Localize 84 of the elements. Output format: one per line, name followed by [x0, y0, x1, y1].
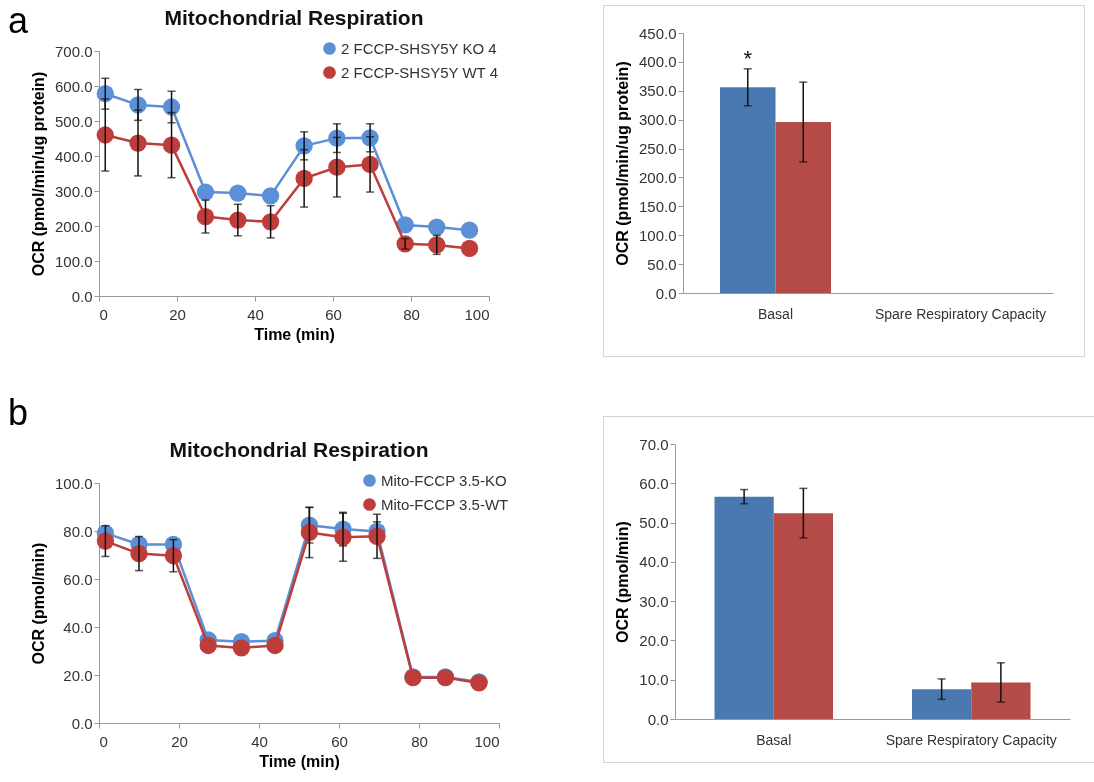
x-tick-label: 100	[474, 732, 500, 750]
point	[261, 187, 280, 205]
y-tick-label: 20.0	[639, 631, 669, 649]
y-tick-label: 200.0	[638, 168, 677, 186]
x-tick-label: 0	[99, 732, 108, 750]
point	[229, 184, 247, 202]
x-axis-title: Time (min)	[254, 325, 335, 343]
y-axis-title: OCR (pmol/min)	[614, 521, 632, 643]
x-tick-label: 60	[331, 732, 348, 750]
y-tick-label: 0.0	[655, 284, 677, 302]
bar	[773, 513, 833, 719]
y-tick-label: 350.0	[638, 82, 677, 100]
y-tick-label: 10.0	[639, 671, 669, 689]
y-tick-label: 20.0	[63, 666, 93, 684]
y-tick-label: 500.0	[54, 112, 93, 130]
y-tick-label: 0.0	[647, 710, 669, 728]
y-tick-label: 400.0	[54, 147, 93, 165]
y-tick-label: 200.0	[54, 217, 93, 235]
chart-title: Mitochondrial Respiration	[164, 6, 424, 29]
point	[162, 136, 181, 154]
y-tick-label: 40.0	[63, 618, 93, 636]
legend-label: Mito-FCCP 3.5-KO	[381, 471, 507, 489]
y-axis-title: OCR (pmol/min/ug protein)	[29, 71, 47, 277]
y-tick-label: 450.0	[638, 24, 677, 42]
x-tick-label: 0	[99, 305, 108, 323]
annotation: *	[743, 45, 753, 71]
point	[428, 218, 446, 236]
y-tick-label: 600.0	[54, 77, 93, 95]
point	[164, 547, 183, 565]
bar	[912, 689, 972, 719]
x-tick-label: 40	[251, 732, 268, 750]
x-tick-label: Spare Respiratory Capacity	[874, 305, 1047, 322]
y-tick-label: 100.0	[54, 252, 93, 270]
x-axis-title: Time (min)	[259, 752, 340, 770]
y-axis-title: OCR (pmol/min/ug protein)	[613, 61, 631, 266]
point	[428, 236, 446, 254]
point	[96, 532, 115, 550]
x-tick-label: Spare Respiratory Capacity	[885, 731, 1057, 748]
y-tick-label: 50.0	[647, 255, 677, 273]
y-tick-label: 0.0	[71, 287, 93, 305]
point	[460, 239, 479, 258]
text: b	[8, 392, 29, 434]
x-tick-label: 80	[403, 305, 420, 323]
y-tick-label: 60.0	[63, 570, 93, 588]
x-tick-label: 20	[169, 305, 186, 323]
y-tick-label: 300.0	[638, 111, 677, 129]
point	[196, 207, 215, 226]
x-tick-label: 60	[325, 305, 342, 323]
y-tick-label: 150.0	[638, 197, 677, 215]
point	[300, 523, 319, 542]
text: a	[8, 0, 29, 42]
x-tick-label: 80	[411, 732, 428, 750]
point	[266, 636, 284, 655]
x-tick-label: Basal	[757, 305, 794, 322]
y-axis-title: OCR (pmol/min)	[29, 542, 47, 665]
point	[460, 221, 479, 239]
y-tick-label: 60.0	[639, 474, 669, 492]
point	[396, 216, 414, 234]
legend-label: 2 FCCP-SHSY5Y KO 4	[341, 39, 497, 57]
x-tick-label: 100	[464, 305, 490, 323]
bar	[971, 682, 1031, 719]
y-tick-label: 70.0	[639, 435, 669, 453]
y-tick-label: 40.0	[639, 553, 669, 571]
x-tick-label: 40	[247, 305, 264, 323]
y-tick-label: 250.0	[638, 140, 677, 158]
point	[199, 636, 217, 655]
x-tick-label: 20	[171, 732, 188, 750]
y-tick-label: 100.0	[638, 226, 677, 244]
y-tick-label: 0.0	[71, 714, 93, 732]
x-tick-label: Basal	[756, 731, 792, 748]
point	[196, 183, 215, 201]
y-tick-label: 100.0	[54, 474, 93, 492]
y-tick-label: 30.0	[639, 592, 669, 610]
y-tick-label: 300.0	[54, 182, 93, 200]
bar	[714, 496, 774, 719]
point	[232, 639, 251, 657]
chart-title: Mitochondrial Respiration	[169, 438, 429, 461]
legend-label: Mito-FCCP 3.5-WT	[381, 495, 509, 513]
y-tick-label: 80.0	[63, 522, 93, 540]
point	[261, 213, 280, 231]
y-tick-label: 700.0	[54, 42, 93, 60]
legend-label: 2 FCCP-SHSY5Y WT 4	[341, 63, 498, 81]
y-tick-label: 400.0	[638, 53, 677, 71]
y-tick-label: 50.0	[639, 514, 669, 532]
